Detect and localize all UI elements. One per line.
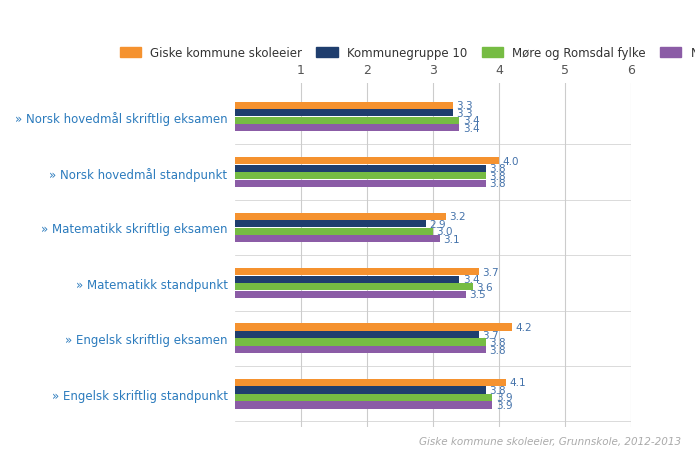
Text: 3.5: 3.5: [469, 290, 486, 299]
Bar: [235, 331, 479, 338]
Text: 3.8: 3.8: [489, 385, 506, 395]
Text: 3.1: 3.1: [443, 234, 459, 244]
Text: 3.8: 3.8: [489, 337, 506, 347]
Text: 3.8: 3.8: [489, 171, 506, 181]
Bar: [235, 268, 479, 276]
Bar: [235, 339, 486, 346]
Bar: [235, 387, 486, 394]
Text: 3.4: 3.4: [463, 275, 480, 285]
Bar: [235, 118, 459, 125]
Text: 3.9: 3.9: [496, 400, 512, 410]
Bar: [235, 125, 459, 132]
Text: 3.2: 3.2: [450, 212, 466, 222]
Bar: [235, 276, 459, 283]
Text: Giske kommune skoleeier, Grunnskole, 2012-2013: Giske kommune skoleeier, Grunnskole, 201…: [419, 437, 681, 446]
Text: 3.4: 3.4: [463, 116, 480, 126]
Text: 3.9: 3.9: [496, 392, 512, 403]
Text: 4.1: 4.1: [509, 377, 525, 387]
Text: 3.8: 3.8: [489, 345, 506, 355]
Text: 3.6: 3.6: [476, 282, 493, 292]
Text: 3.8: 3.8: [489, 164, 506, 174]
Bar: [235, 235, 439, 243]
Bar: [235, 110, 452, 117]
Text: 3.8: 3.8: [489, 179, 506, 189]
Text: 4.2: 4.2: [516, 322, 532, 332]
Bar: [235, 213, 446, 221]
Bar: [235, 180, 486, 188]
Bar: [235, 221, 426, 228]
Bar: [235, 401, 493, 409]
Bar: [235, 102, 452, 110]
Bar: [235, 291, 466, 298]
Bar: [235, 346, 486, 353]
Text: 3.0: 3.0: [436, 227, 452, 237]
Bar: [235, 394, 493, 401]
Text: 3.7: 3.7: [482, 267, 499, 277]
Bar: [235, 158, 499, 165]
Text: 4.0: 4.0: [502, 156, 519, 166]
Bar: [235, 173, 486, 180]
Bar: [235, 324, 512, 331]
Text: 3.4: 3.4: [463, 124, 480, 133]
Text: 3.3: 3.3: [456, 101, 473, 111]
Bar: [235, 166, 486, 173]
Bar: [235, 283, 473, 290]
Bar: [235, 379, 506, 386]
Text: 3.7: 3.7: [482, 330, 499, 340]
Legend: Giske kommune skoleeier, Kommunegruppe 10, Møre og Romsdal fylke, Nasjonalt: Giske kommune skoleeier, Kommunegruppe 1…: [115, 42, 695, 64]
Text: 2.9: 2.9: [430, 219, 446, 229]
Text: 3.3: 3.3: [456, 109, 473, 119]
Bar: [235, 228, 433, 235]
